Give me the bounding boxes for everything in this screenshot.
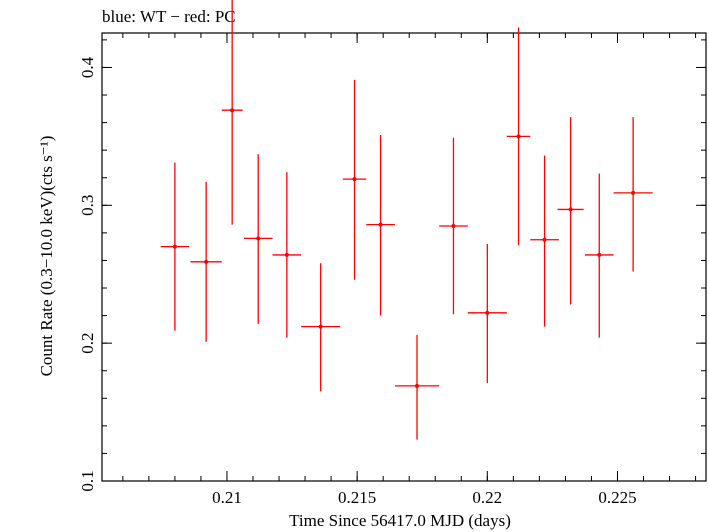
y-tick-label: 0.3 [78, 195, 97, 216]
x-tick-label: 0.215 [338, 488, 376, 507]
data-point [366, 135, 395, 316]
data-point [160, 162, 190, 331]
data-point [613, 117, 653, 272]
point-marker [352, 177, 357, 182]
data-point [342, 79, 367, 280]
point-marker [516, 134, 521, 139]
data-point [506, 27, 531, 246]
chart-title: blue: WT − red: PC [102, 7, 236, 26]
axis-tick-labels: 0.21 0.215 0.22 0.225 0.1 0.2 0.3 0.4 [78, 56, 637, 507]
data-point [190, 181, 222, 342]
y-tick-label: 0.1 [78, 470, 97, 491]
axes [101, 32, 707, 482]
data-point [272, 172, 302, 338]
point-marker [597, 252, 602, 257]
axis-ticks [102, 33, 706, 482]
plot-frame [101, 32, 707, 482]
data-point [467, 243, 507, 384]
point-marker [172, 244, 177, 249]
data-point [221, 0, 243, 225]
point-marker [631, 190, 636, 195]
y-tick-label: 0.4 [78, 56, 97, 78]
data-point [394, 334, 440, 440]
data-point [557, 117, 584, 305]
point-marker [378, 222, 383, 227]
data-point [584, 173, 614, 338]
x-axis-label: Time Since 56417.0 MJD (days) [289, 511, 511, 530]
y-tick-label: 0.2 [78, 333, 97, 354]
point-marker [284, 252, 289, 257]
y-axis-label: Count Rate (0.3−10.0 keV)(cts s⁻¹) [37, 136, 56, 377]
point-marker [451, 223, 456, 228]
data-point [243, 154, 273, 324]
point-marker [256, 236, 261, 241]
data-point [530, 155, 559, 327]
x-tick-label: 0.225 [598, 488, 636, 507]
data-point [301, 263, 341, 392]
x-tick-label: 0.21 [212, 488, 242, 507]
point-marker [415, 383, 420, 388]
point-marker [568, 207, 573, 212]
point-marker [318, 324, 323, 329]
point-marker [542, 237, 547, 242]
point-marker [485, 310, 490, 315]
data-point [439, 137, 468, 315]
data-points [160, 0, 653, 440]
x-tick-label: 0.22 [472, 488, 502, 507]
point-marker [230, 108, 235, 113]
point-marker [204, 259, 209, 264]
